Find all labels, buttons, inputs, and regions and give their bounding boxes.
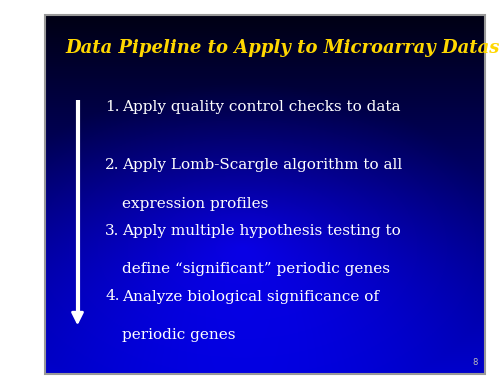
Text: Apply Lomb-Scargle algorithm to all: Apply Lomb-Scargle algorithm to all <box>122 158 403 172</box>
Text: periodic genes: periodic genes <box>122 328 236 342</box>
Text: 2.: 2. <box>105 158 120 172</box>
Bar <box>45 15 485 374</box>
Text: Data Pipeline to Apply to Microarray Dataset: Data Pipeline to Apply to Microarray Dat… <box>65 39 500 57</box>
Text: Apply multiple hypothesis testing to: Apply multiple hypothesis testing to <box>122 224 401 238</box>
Text: 1.: 1. <box>105 100 120 114</box>
Text: Analyze biological significance of: Analyze biological significance of <box>122 290 380 303</box>
Text: expression profiles: expression profiles <box>122 197 269 211</box>
Text: Apply quality control checks to data: Apply quality control checks to data <box>122 100 401 114</box>
Text: 4.: 4. <box>105 290 120 303</box>
Text: 8: 8 <box>472 358 478 367</box>
Text: 3.: 3. <box>105 224 120 238</box>
Text: define “significant” periodic genes: define “significant” periodic genes <box>122 262 390 276</box>
